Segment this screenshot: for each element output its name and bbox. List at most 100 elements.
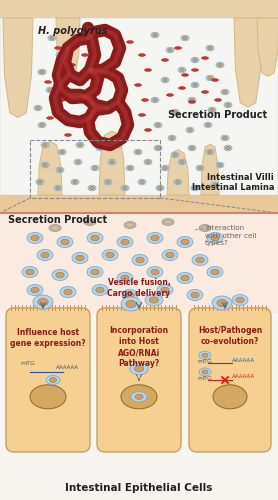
Ellipse shape: [64, 134, 71, 136]
Ellipse shape: [188, 97, 196, 103]
Ellipse shape: [204, 122, 212, 128]
Ellipse shape: [57, 236, 73, 248]
Ellipse shape: [149, 297, 159, 303]
Text: Secretion Product: Secretion Product: [168, 110, 267, 120]
Ellipse shape: [190, 98, 194, 102]
Ellipse shape: [168, 48, 172, 51]
Ellipse shape: [151, 235, 159, 241]
Ellipse shape: [221, 135, 229, 141]
Polygon shape: [99, 131, 125, 195]
Ellipse shape: [212, 78, 219, 82]
Ellipse shape: [30, 385, 66, 409]
Ellipse shape: [145, 128, 152, 132]
Ellipse shape: [123, 186, 127, 190]
Ellipse shape: [145, 68, 152, 71]
Bar: [0, 195, 278, 213]
Ellipse shape: [211, 269, 219, 275]
Ellipse shape: [223, 136, 227, 140]
Polygon shape: [234, 18, 262, 107]
Ellipse shape: [76, 255, 84, 261]
Ellipse shape: [43, 144, 47, 146]
Ellipse shape: [218, 164, 222, 166]
Polygon shape: [3, 18, 33, 117]
Ellipse shape: [106, 252, 114, 258]
Ellipse shape: [93, 166, 97, 170]
Ellipse shape: [98, 146, 102, 150]
Ellipse shape: [208, 46, 212, 50]
Ellipse shape: [154, 145, 162, 151]
Ellipse shape: [232, 294, 248, 306]
Ellipse shape: [207, 232, 223, 243]
Ellipse shape: [161, 287, 169, 293]
Ellipse shape: [134, 149, 142, 155]
Ellipse shape: [162, 250, 178, 260]
Ellipse shape: [180, 68, 184, 71]
Ellipse shape: [153, 98, 157, 102]
Ellipse shape: [145, 294, 163, 306]
Polygon shape: [201, 144, 219, 195]
Text: Secretion Product: Secretion Product: [8, 215, 107, 225]
Ellipse shape: [40, 70, 44, 74]
Ellipse shape: [215, 98, 222, 102]
Ellipse shape: [126, 40, 133, 43]
Bar: [0, 18, 278, 195]
Ellipse shape: [56, 167, 64, 173]
Ellipse shape: [163, 78, 167, 82]
Ellipse shape: [27, 284, 43, 296]
Ellipse shape: [192, 254, 208, 266]
Ellipse shape: [208, 107, 216, 113]
Ellipse shape: [116, 144, 120, 146]
Ellipse shape: [44, 80, 51, 84]
Ellipse shape: [202, 370, 208, 374]
Ellipse shape: [130, 363, 148, 375]
Ellipse shape: [167, 94, 173, 96]
Ellipse shape: [71, 179, 79, 185]
Ellipse shape: [122, 290, 138, 300]
Polygon shape: [56, 18, 80, 82]
Ellipse shape: [146, 160, 150, 164]
Ellipse shape: [58, 168, 62, 172]
Bar: [30, 140, 160, 198]
Ellipse shape: [211, 182, 219, 188]
Ellipse shape: [38, 180, 42, 184]
Ellipse shape: [56, 52, 64, 58]
Ellipse shape: [36, 106, 40, 110]
Ellipse shape: [84, 218, 96, 226]
Ellipse shape: [138, 54, 145, 56]
Ellipse shape: [175, 46, 182, 50]
Ellipse shape: [178, 67, 186, 73]
Ellipse shape: [188, 145, 196, 151]
Ellipse shape: [151, 32, 159, 38]
Ellipse shape: [174, 179, 182, 185]
Ellipse shape: [114, 142, 122, 148]
Ellipse shape: [96, 287, 104, 293]
Ellipse shape: [199, 224, 211, 232]
Ellipse shape: [170, 136, 174, 140]
Ellipse shape: [178, 159, 186, 165]
Ellipse shape: [161, 165, 169, 171]
Ellipse shape: [147, 232, 163, 243]
Ellipse shape: [210, 108, 214, 112]
Ellipse shape: [191, 57, 199, 63]
Ellipse shape: [90, 186, 94, 190]
Ellipse shape: [49, 224, 61, 232]
Ellipse shape: [58, 98, 66, 102]
Ellipse shape: [131, 392, 147, 402]
Ellipse shape: [166, 252, 174, 258]
Ellipse shape: [202, 56, 208, 59]
Bar: [0, 213, 278, 500]
Text: Intestinal Epithelial Cells: Intestinal Epithelial Cells: [65, 483, 213, 493]
Text: mTG: mTG: [197, 376, 212, 380]
Ellipse shape: [126, 292, 134, 298]
Ellipse shape: [126, 300, 136, 308]
Ellipse shape: [226, 146, 230, 150]
Ellipse shape: [96, 145, 104, 151]
Ellipse shape: [31, 235, 39, 241]
Ellipse shape: [144, 159, 152, 165]
Ellipse shape: [43, 164, 47, 166]
Ellipse shape: [181, 239, 189, 245]
Ellipse shape: [223, 90, 227, 94]
Text: Influence host
gene expression?: Influence host gene expression?: [10, 328, 86, 348]
Ellipse shape: [142, 98, 148, 102]
Ellipse shape: [158, 186, 162, 190]
